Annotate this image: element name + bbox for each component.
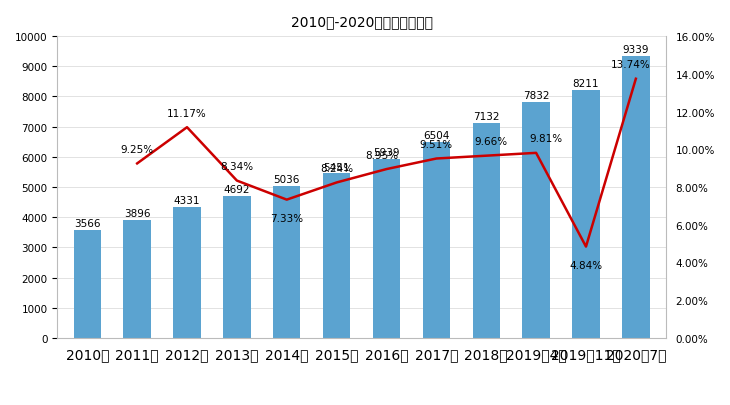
Text: 9.66%: 9.66% xyxy=(474,137,508,147)
Text: 9.25%: 9.25% xyxy=(120,145,154,155)
Text: 7.33%: 7.33% xyxy=(270,213,304,223)
Line: 百分比涨幅: 百分比涨幅 xyxy=(137,79,636,247)
Bar xyxy=(373,159,400,338)
百分比涨幅 xyxy=(432,157,441,162)
Text: 4692: 4692 xyxy=(223,185,250,195)
Bar xyxy=(323,174,350,338)
Bar xyxy=(523,102,550,338)
Text: 9339: 9339 xyxy=(623,45,649,55)
Bar xyxy=(74,231,101,338)
Text: 9.51%: 9.51% xyxy=(420,140,453,150)
Text: 13.74%: 13.74% xyxy=(611,60,650,70)
Bar xyxy=(123,221,151,338)
Bar xyxy=(273,186,301,338)
Text: 4.84%: 4.84% xyxy=(569,260,602,270)
百分比涨幅 xyxy=(631,77,640,82)
百分比涨幅 xyxy=(531,151,540,156)
百分比涨幅 xyxy=(382,167,391,172)
百分比涨幅 xyxy=(482,154,491,159)
Text: 8.24%: 8.24% xyxy=(320,164,353,174)
Bar xyxy=(622,57,650,338)
百分比涨幅 xyxy=(582,245,591,249)
Text: 11.17%: 11.17% xyxy=(167,109,207,119)
Text: 7832: 7832 xyxy=(523,90,550,100)
Text: 8.34%: 8.34% xyxy=(220,162,253,172)
Bar xyxy=(572,91,600,338)
Bar xyxy=(423,142,450,338)
Text: 4331: 4331 xyxy=(174,196,200,206)
Text: 3566: 3566 xyxy=(74,219,101,229)
百分比涨幅 xyxy=(332,181,341,185)
Text: 5036: 5036 xyxy=(274,175,300,185)
Bar xyxy=(223,197,250,338)
百分比涨幅 xyxy=(283,198,291,202)
Text: 6504: 6504 xyxy=(423,130,450,141)
Text: 5451: 5451 xyxy=(323,162,350,172)
百分比涨幅 xyxy=(232,179,241,183)
百分比涨幅 xyxy=(133,162,142,166)
Text: 3896: 3896 xyxy=(124,209,150,219)
Title: 2010年-2020年十年涨幅图例: 2010年-2020年十年涨幅图例 xyxy=(291,15,433,29)
Text: 7132: 7132 xyxy=(473,111,499,122)
Text: 8211: 8211 xyxy=(573,79,599,89)
Bar xyxy=(173,208,201,338)
Text: 8.95%: 8.95% xyxy=(365,150,398,160)
Text: 5939: 5939 xyxy=(373,147,400,158)
Bar xyxy=(472,124,500,338)
Text: 9.81%: 9.81% xyxy=(529,134,563,144)
百分比涨幅 xyxy=(182,126,191,130)
